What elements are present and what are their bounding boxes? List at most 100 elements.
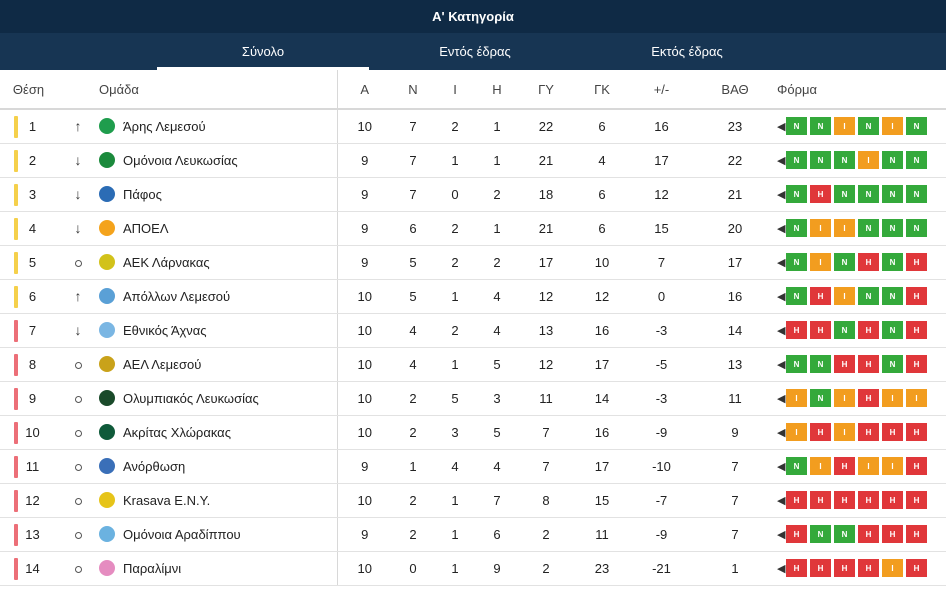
form-result[interactable]: Η (834, 355, 855, 373)
table-row[interactable]: 9 Ολυμπιακός Λευκωσίας 10 2 5 3 11 14 -3 11 ◀ Ι Ν Ι Η Ι… (0, 381, 946, 416)
table-row[interactable]: 8 ΑΕΛ Λεμεσού 10 4 1 5 12 17 -5 13 ◀ Ν Ν Η Η Ν Η (0, 347, 946, 382)
team-name[interactable]: ΑΕΛ Λεμεσού (123, 356, 202, 372)
table-row[interactable]: 2 ↓ Ομόνοια Λευκωσίας 9 7 1 1 21 4 17 22 ◀ Ν Ν Ν Ι Ν Ν (0, 143, 946, 178)
form-result[interactable]: Η (810, 423, 831, 441)
team-name[interactable]: Εθνικός Άχνας (123, 322, 207, 338)
col-lost[interactable]: Η (476, 70, 518, 110)
form-result[interactable]: Η (810, 559, 831, 577)
form-result[interactable]: Η (858, 253, 879, 271)
form-result[interactable]: Ν (882, 355, 903, 373)
form-result[interactable]: Ι (858, 151, 879, 169)
form-result[interactable]: Η (810, 321, 831, 339)
form-result[interactable]: Η (810, 491, 831, 509)
form-result[interactable]: Ι (858, 457, 879, 475)
team-cell[interactable]: Ανόρθωση (99, 449, 337, 484)
form-result[interactable]: Ν (834, 151, 855, 169)
team-name[interactable]: Ανόρθωση (123, 458, 186, 474)
form-result[interactable]: Η (906, 559, 927, 577)
form-result[interactable]: Ν (810, 151, 831, 169)
team-cell[interactable]: ΑΕΚ Λάρνακας (99, 245, 337, 280)
team-name[interactable]: ΑΕΚ Λάρνακας (123, 254, 210, 270)
form-result[interactable]: Η (906, 287, 927, 305)
col-points[interactable]: ΒΑΘ (693, 70, 777, 110)
form-result[interactable]: Η (858, 559, 879, 577)
team-cell[interactable]: ΑΠΟΕΛ (99, 211, 337, 246)
form-result[interactable]: Η (882, 491, 903, 509)
form-result[interactable]: Ι (810, 253, 831, 271)
table-row[interactable]: 7 ↓ Εθνικός Άχνας 10 4 2 4 13 16 -3 14 ◀ Η Η Ν Η Ν Η (0, 313, 946, 348)
form-result[interactable]: Ν (810, 355, 831, 373)
form-result[interactable]: Ν (834, 321, 855, 339)
tab-overall[interactable]: Σύνολο (157, 33, 369, 70)
form-result[interactable]: Ν (834, 525, 855, 543)
team-name[interactable]: Ομόνοια Λευκωσίας (123, 152, 238, 168)
form-result[interactable]: Ν (882, 253, 903, 271)
form-result[interactable]: Η (906, 457, 927, 475)
form-result[interactable]: Ι (882, 559, 903, 577)
form-result[interactable]: Ι (882, 117, 903, 136)
form-result[interactable]: Η (858, 423, 879, 441)
form-result[interactable]: Η (786, 491, 807, 509)
form-result[interactable]: Ν (786, 151, 807, 169)
form-result[interactable]: Ν (906, 185, 927, 203)
form-result[interactable]: Ν (786, 219, 807, 237)
team-name[interactable]: Πάφος (123, 186, 162, 202)
form-result[interactable]: Ν (786, 287, 807, 305)
form-result[interactable]: Η (786, 525, 807, 543)
form-result[interactable]: Ι (810, 219, 831, 237)
col-team[interactable]: Ομάδα (99, 70, 337, 110)
team-cell[interactable]: Πάφος (99, 177, 337, 212)
form-result[interactable]: Η (810, 287, 831, 305)
form-result[interactable]: Η (858, 525, 879, 543)
col-position[interactable]: Θέση (0, 70, 57, 110)
tab-away[interactable]: Εκτός έδρας (581, 33, 793, 70)
form-result[interactable]: Ι (834, 423, 855, 441)
form-result[interactable]: Η (858, 321, 879, 339)
form-result[interactable]: Ν (810, 389, 831, 407)
form-result[interactable]: Ν (786, 185, 807, 203)
team-cell[interactable]: Εθνικός Άχνας (99, 313, 337, 348)
form-result[interactable]: Ι (834, 219, 855, 237)
form-result[interactable]: Ν (810, 525, 831, 543)
form-result[interactable]: Ν (882, 287, 903, 305)
form-result[interactable]: Ι (834, 389, 855, 407)
form-result[interactable]: Ν (906, 219, 927, 237)
table-row[interactable]: 3 ↓ Πάφος 9 7 0 2 18 6 12 21 ◀ Ν Η Ν Ν Ν Ν (0, 177, 946, 212)
form-result[interactable]: Ν (858, 287, 879, 305)
form-result[interactable]: Ι (810, 457, 831, 475)
form-result[interactable]: Ν (882, 219, 903, 237)
team-name[interactable]: Ομόνοια Αραδίππου (123, 526, 241, 542)
col-played[interactable]: Α (336, 70, 392, 110)
form-result[interactable]: Ν (882, 321, 903, 339)
form-result[interactable]: Η (882, 423, 903, 441)
col-drawn[interactable]: Ι (434, 70, 476, 110)
form-result[interactable]: Ν (882, 151, 903, 169)
form-result[interactable]: Ν (786, 355, 807, 373)
table-row[interactable]: 14 Παραλίμνι 10 0 1 9 2 23 -21 1 ◀ Η Η Η Η Ι Η (0, 551, 946, 586)
col-won[interactable]: Ν (392, 70, 434, 110)
team-cell[interactable]: Krasava E.N.Y. (99, 483, 337, 518)
table-row[interactable]: 4 ↓ ΑΠΟΕΛ 9 6 2 1 21 6 15 20 ◀ Ν Ι Ι Ν Ν Ν (0, 211, 946, 246)
form-result[interactable]: Η (834, 491, 855, 509)
team-cell[interactable]: Απόλλων Λεμεσού (99, 279, 337, 314)
form-result[interactable]: Η (882, 525, 903, 543)
form-result[interactable]: Ν (834, 185, 855, 203)
form-result[interactable]: Ν (786, 457, 807, 475)
form-result[interactable]: Ν (882, 185, 903, 203)
form-result[interactable]: Η (858, 355, 879, 373)
col-goals-against[interactable]: ΓΚ (574, 70, 630, 110)
form-result[interactable]: Η (858, 389, 879, 407)
table-row[interactable]: 13 Ομόνοια Αραδίππου 9 2 1 6 2 11 -9 7 ◀ Η Ν Ν Η Η Η (0, 517, 946, 552)
form-result[interactable]: Ν (906, 117, 927, 136)
form-result[interactable]: Η (906, 525, 927, 543)
team-name[interactable]: Ακρίτας Χλώρακας (123, 424, 231, 440)
team-cell[interactable]: ΑΕΛ Λεμεσού (99, 347, 337, 382)
team-name[interactable]: Απόλλων Λεμεσού (123, 288, 231, 304)
form-result[interactable]: Ι (882, 457, 903, 475)
form-result[interactable]: Ι (882, 389, 903, 407)
team-cell[interactable]: Ομόνοια Αραδίππου (99, 517, 337, 552)
tab-home[interactable]: Εντός έδρας (369, 33, 581, 70)
form-result[interactable]: Η (810, 185, 831, 203)
col-goals-for[interactable]: ΓΥ (518, 70, 574, 110)
form-result[interactable]: Η (858, 491, 879, 509)
